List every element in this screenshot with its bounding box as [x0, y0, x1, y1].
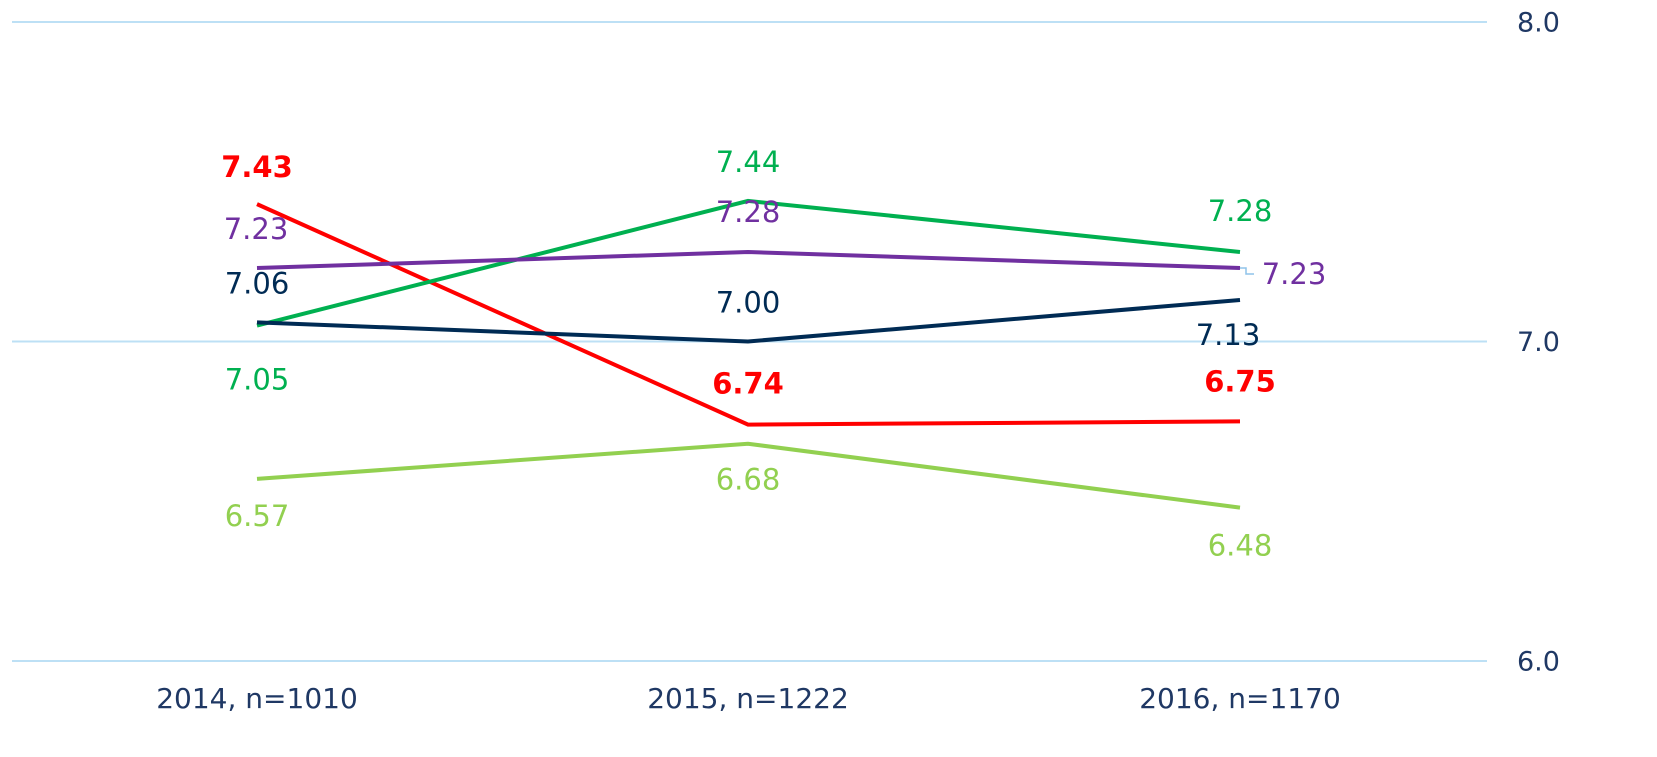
data-label: 6.57: [225, 499, 290, 533]
data-label: 7.28: [716, 195, 781, 229]
data-label: 7.43: [221, 150, 293, 184]
data-label: 7.44: [716, 145, 781, 179]
data-label: 7.23: [1262, 257, 1327, 291]
data-label: 7.00: [716, 286, 781, 320]
series-line: [256, 297, 1241, 344]
data-label: 6.75: [1204, 364, 1276, 398]
data-label: 7.13: [1196, 318, 1261, 352]
data-label: 7.05: [225, 363, 290, 397]
y-tick-label: 6.0: [1517, 647, 1560, 678]
data-label: 7.23: [224, 212, 289, 246]
y-tick-label: 8.0: [1517, 8, 1560, 39]
x-tick-label: 2014, n=1010: [156, 682, 358, 715]
series-line: [256, 198, 1241, 328]
y-tick-label: 7.0: [1517, 327, 1560, 358]
data-label: 7.06: [225, 266, 290, 300]
data-label: 6.48: [1208, 529, 1273, 563]
x-tick-label: 2016, n=1170: [1139, 682, 1341, 715]
x-tick-label: 2015, n=1222: [647, 682, 849, 715]
data-label: 7.28: [1208, 194, 1273, 228]
data-label: 6.68: [716, 463, 781, 497]
series-line: [256, 250, 1241, 271]
series-line: [256, 441, 1241, 510]
leader-line: [1240, 267, 1254, 275]
data-label: 6.74: [712, 367, 784, 401]
series-line: [256, 202, 1241, 427]
